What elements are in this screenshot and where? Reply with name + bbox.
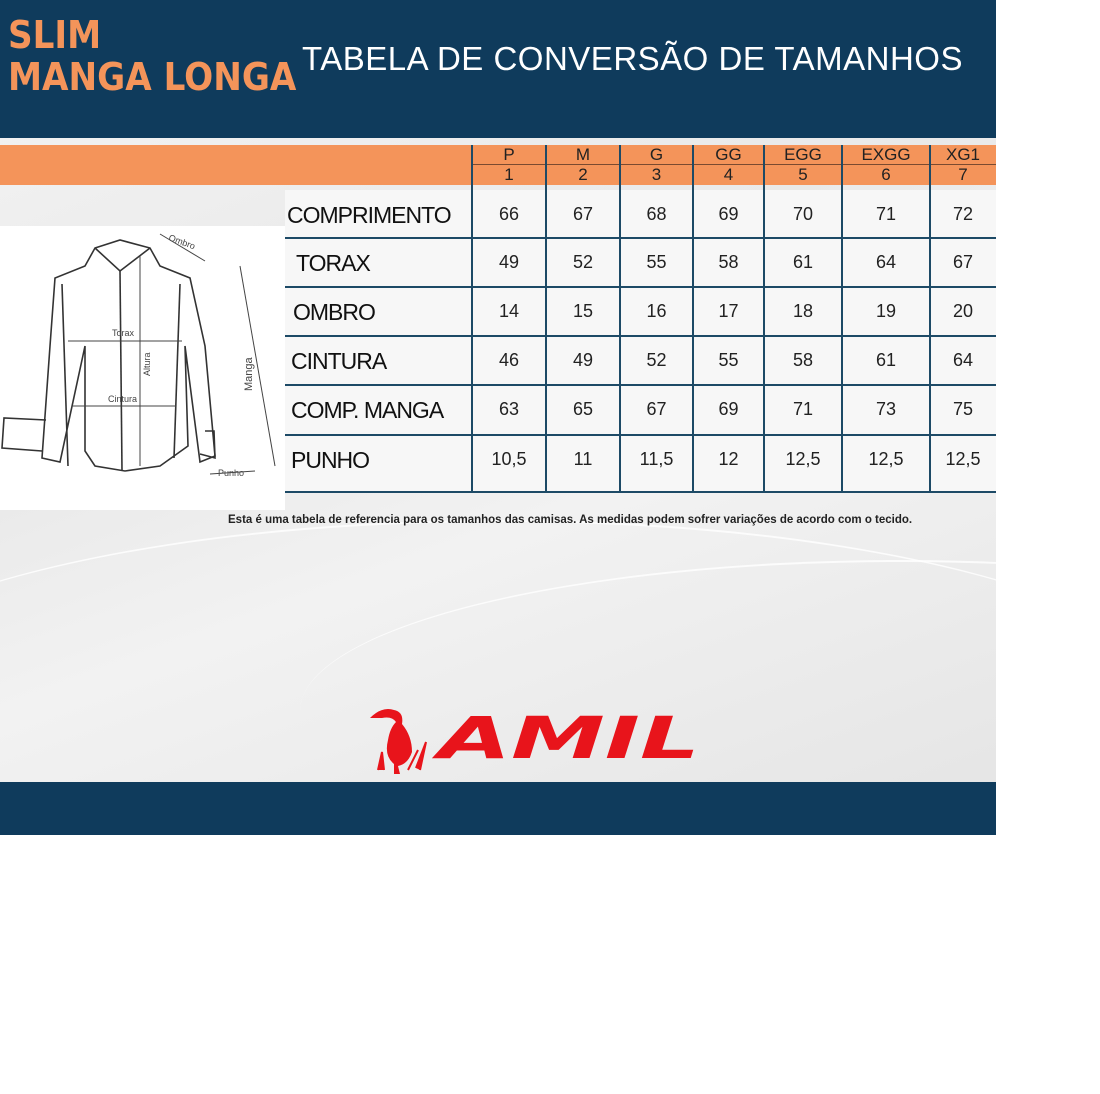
table-cell: 70 [792,204,814,224]
table-cell: 46 [498,350,520,370]
size-number: 3 [651,165,662,184]
column-divider [929,145,931,492]
column-divider [545,145,547,492]
table-cell: 52 [646,350,667,370]
size-label: GG [715,145,742,164]
table-cell: 71 [875,204,897,224]
shirt-diagram: Torax Cintura Altura Ombro Manga Punho [0,226,285,510]
table-cell: 10,5 [491,449,527,469]
table-cell: 66 [498,204,520,224]
brand-line-1: SLIM [8,13,102,57]
table-cell: 71 [792,399,814,419]
size-label: EGG [784,145,822,164]
row-label: OMBRO [293,299,376,325]
size-number: 7 [958,165,968,184]
brand-line-2: MANGA LONGA [8,55,297,99]
header-band: SLIM MANGA LONGA TABELA DE CONVERSÃO DE … [0,0,996,138]
size-label: EXGG [861,145,911,164]
shirt-outline-icon: Torax Cintura Altura Ombro Manga Punho [1,232,276,478]
page-title: TABELA DE CONVERSÃO DE TAMANHOS [302,40,963,77]
size-number: 4 [723,165,734,184]
table-cell: 17 [718,301,739,321]
table-cell: 15 [572,301,594,321]
table-cell: 61 [792,252,814,272]
disclaimer-note: Esta é uma tabela de referencia para os … [228,514,913,526]
row-label: PUNHO [291,447,370,473]
size-label: M [575,145,591,164]
size-number: 6 [881,165,891,184]
amil-logo: AMIL [368,700,708,780]
heron-logo-icon: AMIL [370,704,700,774]
table-cell: 58 [792,350,814,370]
column-divider [619,145,621,492]
table-cell: 49 [572,350,594,370]
table-cell: 20 [952,301,974,321]
manga-label: Manga [243,356,255,391]
table-cell: 67 [572,204,594,224]
table-cell: 73 [875,399,897,419]
table-cell: 12,5 [945,449,981,469]
table-cell: 52 [572,252,594,272]
table-cell: 12,5 [785,449,821,469]
table-cell: 61 [875,350,897,370]
table-cell: 14 [498,301,520,321]
table-cell: 12,5 [868,449,904,469]
table-cell: 49 [498,252,520,272]
table-cell: 55 [718,350,739,370]
table-cell: 65 [572,399,594,419]
table-cell: 16 [646,301,667,321]
background-swoosh [0,520,996,835]
table-cell: 68 [646,204,667,224]
size-number: 2 [578,165,588,184]
size-chart: SLIM MANGA LONGA TABELA DE CONVERSÃO DE … [0,0,996,835]
table-cell: 69 [718,204,739,224]
size-label: G [649,145,664,164]
size-number: 1 [504,165,514,184]
row-divider [285,237,996,239]
row-label: CINTURA [291,348,387,374]
table-cell: 64 [875,252,897,272]
table-cell: 11 [573,449,593,469]
row-divider [285,335,996,337]
table-cell: 11,5 [639,449,674,469]
table-cell: 75 [952,399,974,419]
table-cell: 69 [718,399,739,419]
row-label: COMP. MANGA [291,397,444,423]
size-table [285,190,996,492]
torax-label: Torax [112,328,135,338]
table-cell: 19 [875,301,897,321]
ombro-label: Ombro [167,232,196,251]
row-divider [285,384,996,386]
size-label: P [503,145,515,164]
row-divider [285,434,996,436]
cintura-label: Cintura [108,394,137,404]
column-divider [763,145,765,492]
table-cell: 72 [952,204,974,224]
table-cell: 12 [718,449,739,469]
altura-label: Altura [142,352,152,376]
column-divider [692,145,694,492]
size-label: XG1 [945,145,981,164]
brand-title: SLIM MANGA LONGA [8,14,296,98]
table-cell: 63 [498,399,520,419]
table-cell: 67 [952,252,974,272]
table-cell: 55 [646,252,667,272]
size-header-band [0,145,996,185]
row-label: TORAX [296,250,371,276]
divider [472,164,996,165]
footer-band [0,782,996,835]
svg-text:AMIL: AMIL [431,704,700,772]
column-divider [471,145,473,492]
table-cell: 58 [718,252,739,272]
row-label: COMPRIMENTO [287,202,452,228]
column-divider [841,145,843,492]
punho-label: Punho [218,468,244,478]
table-cell: 64 [952,350,974,370]
row-divider [285,491,996,493]
size-number: 5 [798,165,808,184]
table-cell: 67 [646,399,667,419]
table-cell: 18 [792,301,814,321]
row-divider [285,286,996,288]
